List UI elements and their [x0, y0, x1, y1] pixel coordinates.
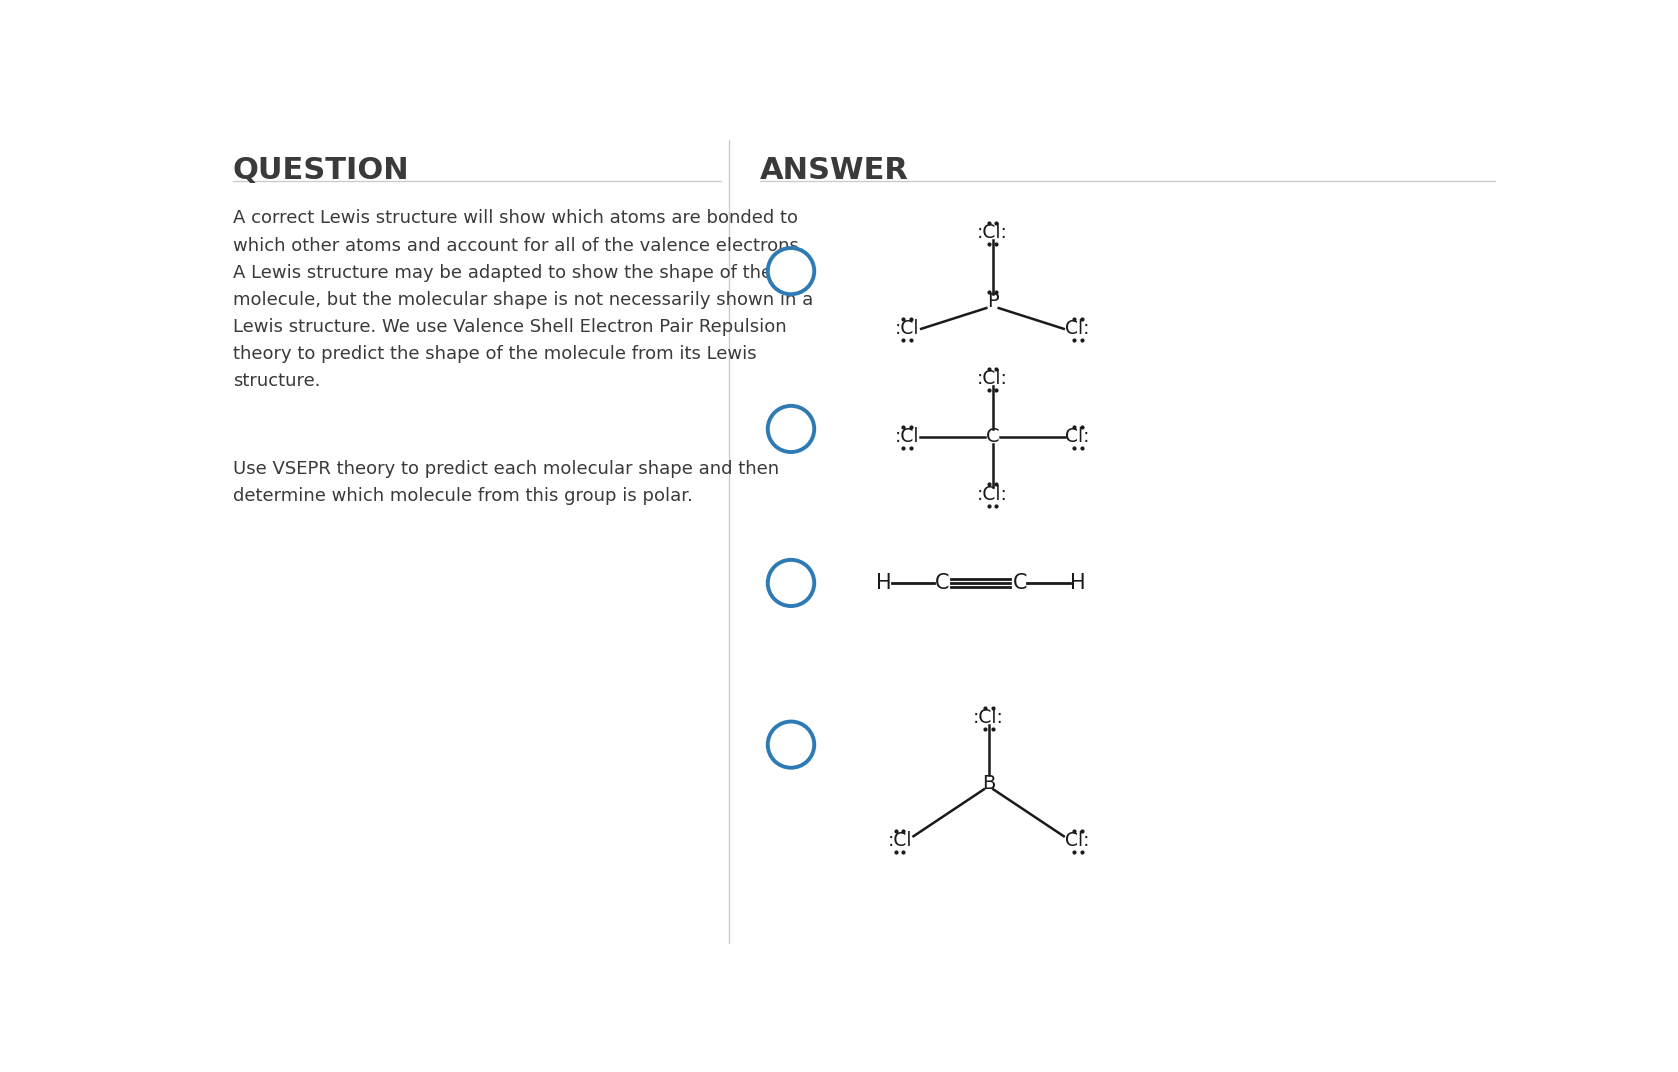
- Text: A correct Lewis structure will show which atoms are bonded to
which other atoms : A correct Lewis structure will show whic…: [233, 209, 814, 390]
- Text: P: P: [987, 293, 998, 311]
- Circle shape: [769, 406, 814, 452]
- Text: C: C: [985, 427, 1000, 446]
- Text: ANSWER: ANSWER: [760, 155, 909, 184]
- Text: Cl:: Cl:: [1066, 832, 1091, 850]
- Circle shape: [769, 560, 814, 606]
- Circle shape: [769, 248, 814, 294]
- Circle shape: [769, 721, 814, 768]
- Text: H: H: [876, 572, 891, 593]
- Text: :Cl: :Cl: [888, 832, 911, 850]
- Text: :Cl: :Cl: [894, 319, 920, 339]
- Text: :Cl:: :Cl:: [973, 709, 1003, 727]
- Text: C: C: [1012, 572, 1027, 593]
- Text: QUESTION: QUESTION: [233, 155, 409, 184]
- Text: B: B: [982, 774, 995, 792]
- Text: Cl:: Cl:: [1066, 427, 1091, 446]
- Text: H: H: [1071, 572, 1086, 593]
- Text: :Cl: :Cl: [894, 427, 920, 446]
- Text: Cl:: Cl:: [1066, 319, 1091, 339]
- Text: :Cl:: :Cl:: [977, 370, 1008, 388]
- Text: Use VSEPR theory to predict each molecular shape and then
determine which molecu: Use VSEPR theory to predict each molecul…: [233, 460, 779, 505]
- Text: :Cl:: :Cl:: [977, 223, 1008, 242]
- Text: :Cl:: :Cl:: [977, 485, 1008, 504]
- Text: C: C: [935, 572, 950, 593]
